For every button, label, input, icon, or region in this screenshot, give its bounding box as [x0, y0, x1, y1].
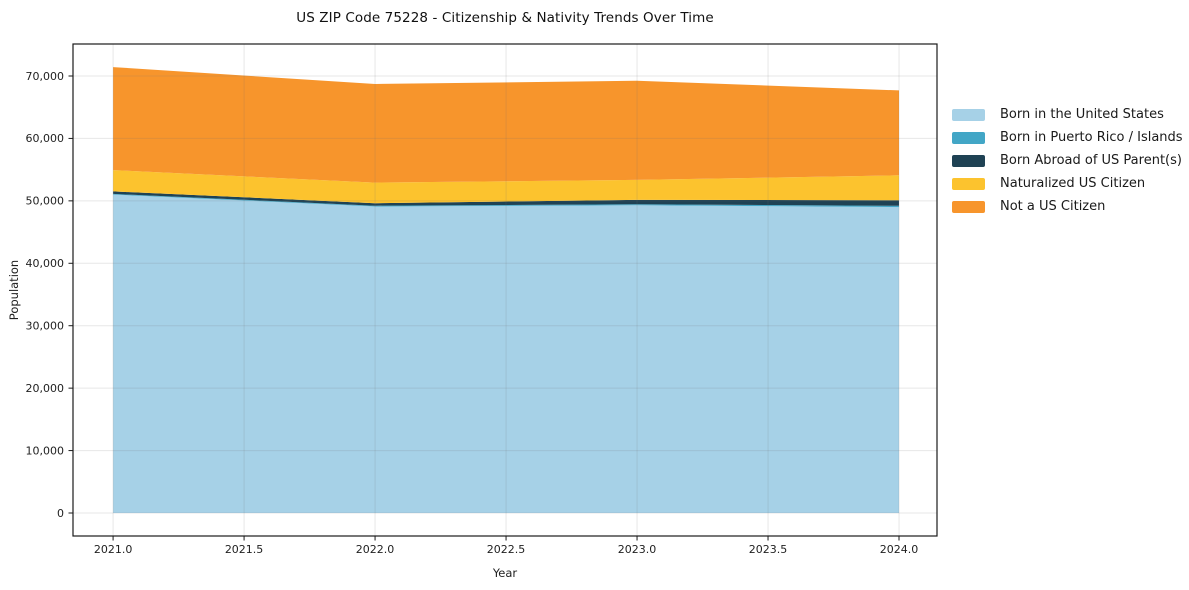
y-tick-label: 40,000: [26, 257, 65, 270]
y-axis-label: Population: [7, 259, 21, 321]
legend-swatch-icon: [952, 131, 985, 144]
legend-item: Naturalized US Citizen: [952, 172, 1183, 195]
x-tick-label: 2022.5: [487, 543, 526, 556]
y-tick-label: 20,000: [26, 382, 65, 395]
area-series-5: [113, 67, 900, 183]
x-tick-label: 2023.0: [618, 543, 657, 556]
x-tick-label: 2022.0: [356, 543, 395, 556]
x-tick-label: 2023.5: [749, 543, 788, 556]
legend-item: Not a US Citizen: [952, 195, 1183, 218]
legend-label: Not a US Citizen: [1000, 199, 1106, 214]
legend-swatch-icon: [952, 154, 985, 167]
area-series-1: [113, 194, 900, 513]
legend: Born in the United States Born in Puerto …: [952, 103, 1183, 218]
legend-label: Born Abroad of US Parent(s): [1000, 153, 1182, 168]
y-tick-label: 0: [57, 507, 64, 520]
plot-border: [72, 43, 938, 537]
y-tick-label: 70,000: [26, 70, 65, 83]
x-axis-label: Year: [492, 566, 518, 580]
chart-title: US ZIP Code 75228 - Citizenship & Nativi…: [296, 10, 714, 26]
legend-label: Naturalized US Citizen: [1000, 176, 1146, 191]
y-tick-label: 10,000: [26, 444, 65, 457]
x-tick-label: 2021.0: [94, 543, 133, 556]
x-tick-label: 2024.0: [880, 543, 919, 556]
y-tick-label: 30,000: [26, 320, 65, 333]
legend-swatch-icon: [952, 108, 985, 121]
legend-swatch-icon: [952, 177, 985, 190]
area-series-2: [113, 193, 900, 208]
legend-item: Born in Puerto Rico / Islands: [952, 126, 1183, 149]
area-series-4: [113, 170, 900, 204]
legend-label: Born in the United States: [1000, 107, 1164, 122]
area-series-3: [113, 191, 900, 206]
legend-swatch-icon: [952, 200, 985, 213]
y-tick-label: 60,000: [26, 132, 65, 145]
y-tick-label: 50,000: [26, 195, 65, 208]
x-tick-label: 2021.5: [225, 543, 264, 556]
legend-item: Born Abroad of US Parent(s): [952, 149, 1183, 172]
legend-label: Born in Puerto Rico / Islands: [1000, 130, 1183, 145]
legend-item: Born in the United States: [952, 103, 1183, 126]
